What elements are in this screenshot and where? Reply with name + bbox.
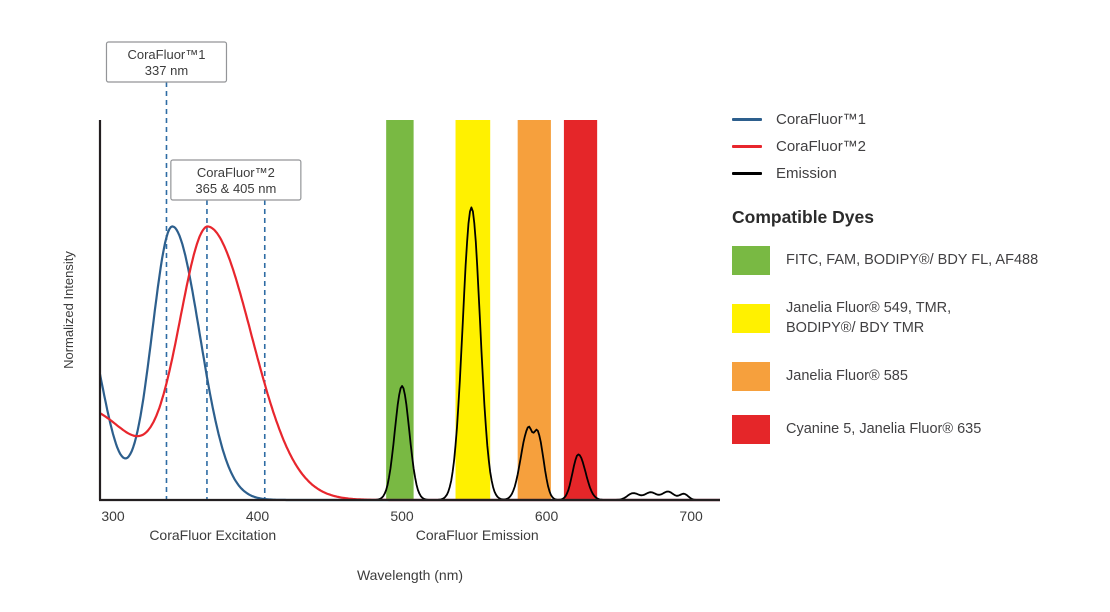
dye-band-3 bbox=[563, 120, 598, 500]
annotation-text: CoraFluor™1 bbox=[127, 47, 205, 62]
legend-item-corafluor2: CoraFluor™2 bbox=[732, 133, 1104, 160]
annotation-text: CoraFluor™2 bbox=[197, 165, 275, 180]
legend-panel: CoraFluor™1 CoraFluor™2 Emission Compati… bbox=[732, 106, 1104, 468]
legend-item-emission: Emission bbox=[732, 160, 1104, 187]
dye-legend: FITC, FAM, BODIPY®/ BDY FL, AF488 Janeli… bbox=[732, 246, 1104, 445]
annotation-box-0 bbox=[105, 41, 228, 83]
dye-item-orange: Janelia Fluor® 585 bbox=[732, 362, 1104, 392]
axis-section-label-1: CoraFluor Emission bbox=[416, 527, 539, 543]
dye-band-0 bbox=[386, 120, 414, 500]
legend-item-label: CoraFluor™1 bbox=[776, 111, 867, 128]
legend-item-label: Emission bbox=[776, 165, 837, 182]
x-tick-label: 400 bbox=[246, 508, 270, 524]
legend-item-label: CoraFluor™2 bbox=[776, 138, 867, 155]
x-tick-label: 300 bbox=[101, 508, 125, 524]
spectra-chart: 300 400 500 600 700 CoraFluor Excitation CoraF… bbox=[61, 41, 720, 583]
corafluor2-line-swatch bbox=[732, 145, 762, 148]
dye-item-yellow: Janelia Fluor® 549, TMR, BODIPY®/ BDY TM… bbox=[732, 299, 1104, 338]
corafluor1-line-swatch bbox=[732, 118, 762, 121]
line-legend: CoraFluor™1 CoraFluor™2 Emission bbox=[732, 106, 1104, 187]
x-tick-label: 700 bbox=[679, 508, 703, 524]
yellow-dye-swatch bbox=[732, 304, 770, 334]
dye-band-1 bbox=[455, 120, 491, 500]
dye-item-label: Janelia Fluor® 549, TMR, BODIPY®/ BDY TM… bbox=[786, 300, 952, 336]
dye-item-red: Cyanine 5, Janelia Fluor® 635 bbox=[732, 415, 1104, 445]
annotation-box-1 bbox=[170, 159, 302, 201]
dye-item-label: FITC, FAM, BODIPY®/ BDY FL, AF488 bbox=[786, 251, 1039, 268]
axis-section-label-0: CoraFluor Excitation bbox=[149, 527, 276, 543]
dye-item-label: Janelia Fluor® 585 bbox=[786, 367, 908, 384]
dye-band-2 bbox=[517, 120, 551, 500]
annotation-text: 337 nm bbox=[145, 63, 188, 78]
annotation-text: 365 & 405 nm bbox=[195, 181, 276, 196]
x-tick-label: 500 bbox=[390, 508, 414, 524]
orange-dye-swatch bbox=[732, 362, 770, 392]
x-axis-title: Wavelength (nm) bbox=[357, 567, 463, 583]
red-dye-swatch bbox=[732, 415, 770, 445]
y-axis-title: Normalized Intensity bbox=[61, 251, 76, 369]
x-tick-label: 600 bbox=[535, 508, 559, 524]
compatible-dyes-heading: Compatible Dyes bbox=[732, 207, 874, 227]
dye-item-green: FITC, FAM, BODIPY®/ BDY FL, AF488 bbox=[732, 246, 1104, 275]
green-dye-swatch bbox=[732, 246, 770, 275]
dye-item-label: Cyanine 5, Janelia Fluor® 635 bbox=[786, 420, 982, 437]
emission-line-swatch bbox=[732, 172, 762, 175]
legend-item-corafluor1: CoraFluor™1 bbox=[732, 106, 1104, 133]
